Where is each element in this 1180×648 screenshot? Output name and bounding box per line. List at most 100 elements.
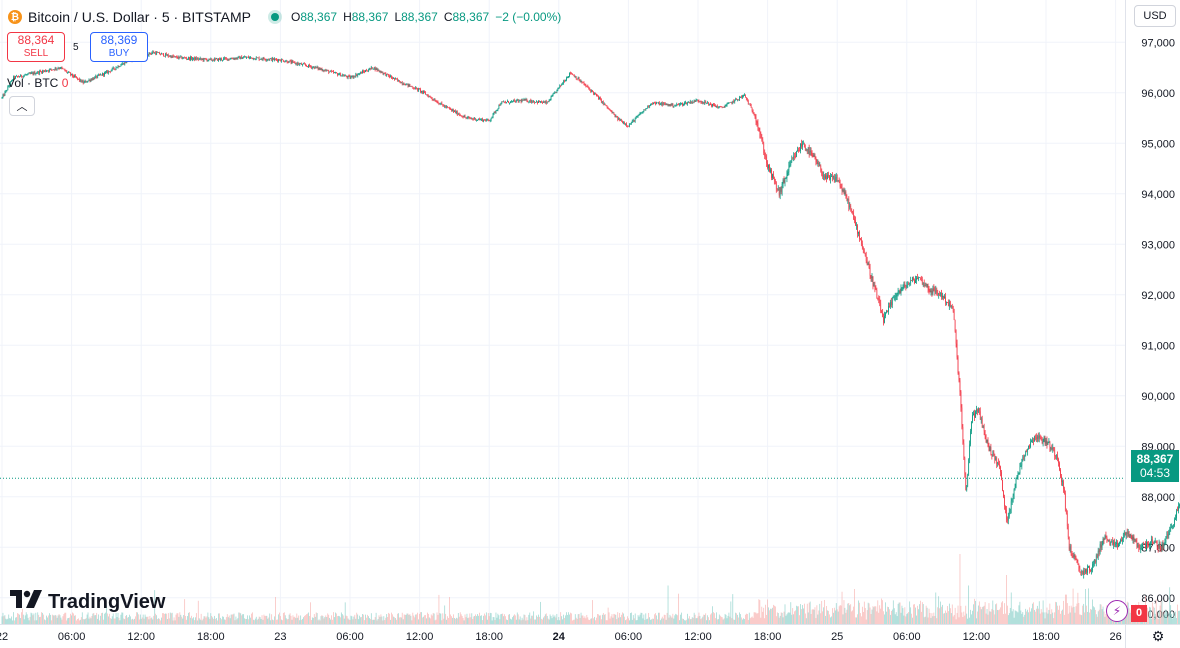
candle-body [771,169,772,178]
volume-bar [1071,607,1073,624]
candle-body [880,303,882,311]
volume-bar [294,616,296,624]
candle-body [418,88,419,91]
volume-bar [700,619,702,624]
volume-bar [257,618,259,624]
candle-body [790,161,792,165]
candle-body [212,60,214,61]
volume-bar [235,616,237,624]
volume-bar [381,616,383,624]
candle-body [437,101,439,104]
candle-body [1074,555,1076,557]
volume-bar [1064,614,1065,624]
collapse-legend-button[interactable]: ︿ [9,96,35,116]
volume-bar [1022,612,1024,624]
volume-bar [34,620,36,624]
candle-body [581,81,583,83]
volume-bar [486,619,488,624]
volume-bar [726,618,728,624]
candle-body [216,58,217,60]
volume-bar [631,619,633,624]
candle-body [551,95,553,97]
candle-body [1075,556,1077,560]
volume-bar [129,614,130,624]
volume-bar [1066,603,1068,624]
candle-body [626,123,627,126]
volume-bar [705,613,707,624]
volume-bar [308,612,309,624]
candle-body [922,282,924,284]
candle-body [26,74,28,75]
candle-body [364,71,365,73]
sell-button[interactable]: 88,364 SELL [7,32,65,62]
volume-bar [651,619,652,624]
volume-bar [345,615,347,624]
candle-body [931,290,933,294]
market-status-icon[interactable] [271,13,280,21]
volume-bar [343,618,345,624]
volume-bar [313,614,315,624]
volume-bar [133,619,134,624]
volume-bar [833,607,835,624]
candle-body [1065,508,1067,514]
volume-bar [15,617,16,624]
volume-bar [672,613,674,624]
candle-body [1120,540,1121,543]
volume-bar [636,620,638,624]
candle-body [501,101,503,104]
volume-bar [983,605,985,624]
candle-body [609,109,611,111]
candle-body [27,73,29,75]
volume-bar [511,619,512,624]
buy-button[interactable]: 88,369 BUY [90,32,148,62]
candle-body [677,104,679,105]
candle-body [924,285,926,287]
candle-body [555,92,557,93]
candle-body [438,103,440,105]
volume-bar [855,617,856,624]
volume-bar [502,613,504,624]
volume-bar [124,619,126,624]
candle-body [106,71,107,73]
candle-body [879,299,881,304]
volume-bar [538,614,539,624]
volume-bar [650,619,651,624]
candle-body [1146,541,1147,548]
currency-button[interactable]: USD [1134,5,1176,27]
volume-legend[interactable]: Vol · BTC 0 [7,76,68,90]
volume-bar [561,616,563,624]
candle-body [959,380,961,392]
volume-bar [287,618,289,624]
candle-body [701,102,703,104]
volume-bar [97,618,99,624]
volume-bar [103,619,104,624]
candle-body [166,54,168,56]
volume-bar [362,613,363,624]
candle-body [445,105,447,108]
tradingview-logo[interactable]: TradingView [10,590,165,614]
volume-bar [49,613,50,624]
candle-body [242,58,244,59]
candle-body [834,177,836,182]
volume-bar [666,612,668,624]
volume-bar [918,609,919,624]
volume-bar [622,612,623,624]
lightning-icon[interactable]: ⚡ [1106,600,1128,622]
volume-bar [335,612,336,624]
symbol-title[interactable]: Bitcoin / U.S. Dollar · 5 · BITSTAMP [28,9,252,25]
candle-body [235,57,237,60]
candle-body [7,86,9,91]
gear-icon[interactable]: ⚙ [1151,628,1165,644]
volume-bar [191,615,192,624]
candle-body [350,77,352,79]
volume-bar [848,603,850,624]
candle-body [637,115,639,117]
volume-bar [22,614,24,624]
candle-body [990,447,992,455]
volume-bar [276,619,277,624]
volume-bar [1041,612,1043,624]
volume-bar [931,613,933,624]
candle-body [323,70,325,72]
volume-bar [999,609,1000,624]
